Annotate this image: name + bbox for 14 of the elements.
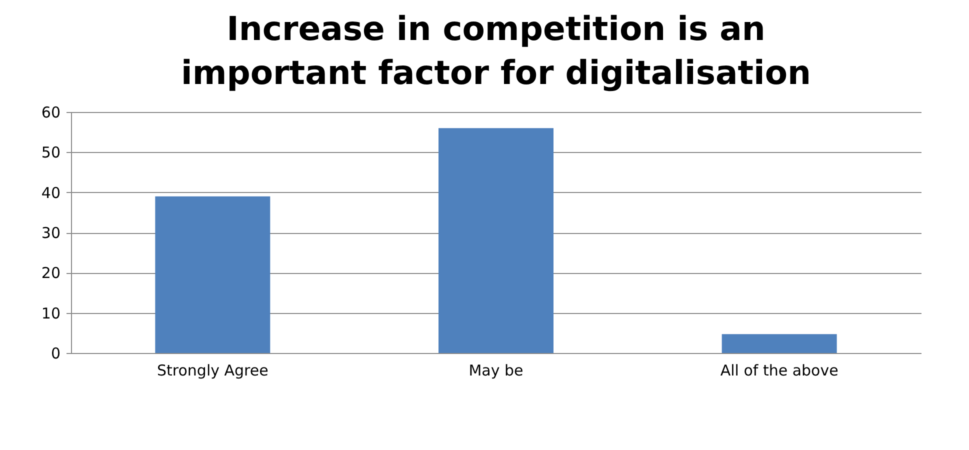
y-tick-label: 50 [41, 144, 60, 162]
chart-title: Increase in competition is an important factor for digitalisation [181, 9, 811, 92]
y-tick-label: 40 [41, 184, 60, 202]
x-tick-label: All of the above [720, 362, 838, 380]
bar [722, 334, 837, 353]
x-tick-label: Strongly Agree [156, 362, 268, 380]
bar [438, 128, 554, 353]
y-tick-label: 20 [41, 264, 60, 282]
bar [155, 196, 270, 353]
y-tick-label: 60 [41, 104, 60, 122]
y-tick-label: 10 [41, 304, 60, 322]
y-tick-label: 30 [41, 224, 60, 242]
x-tick-label: May be [468, 362, 524, 380]
y-tick-label: 0 [50, 344, 60, 362]
